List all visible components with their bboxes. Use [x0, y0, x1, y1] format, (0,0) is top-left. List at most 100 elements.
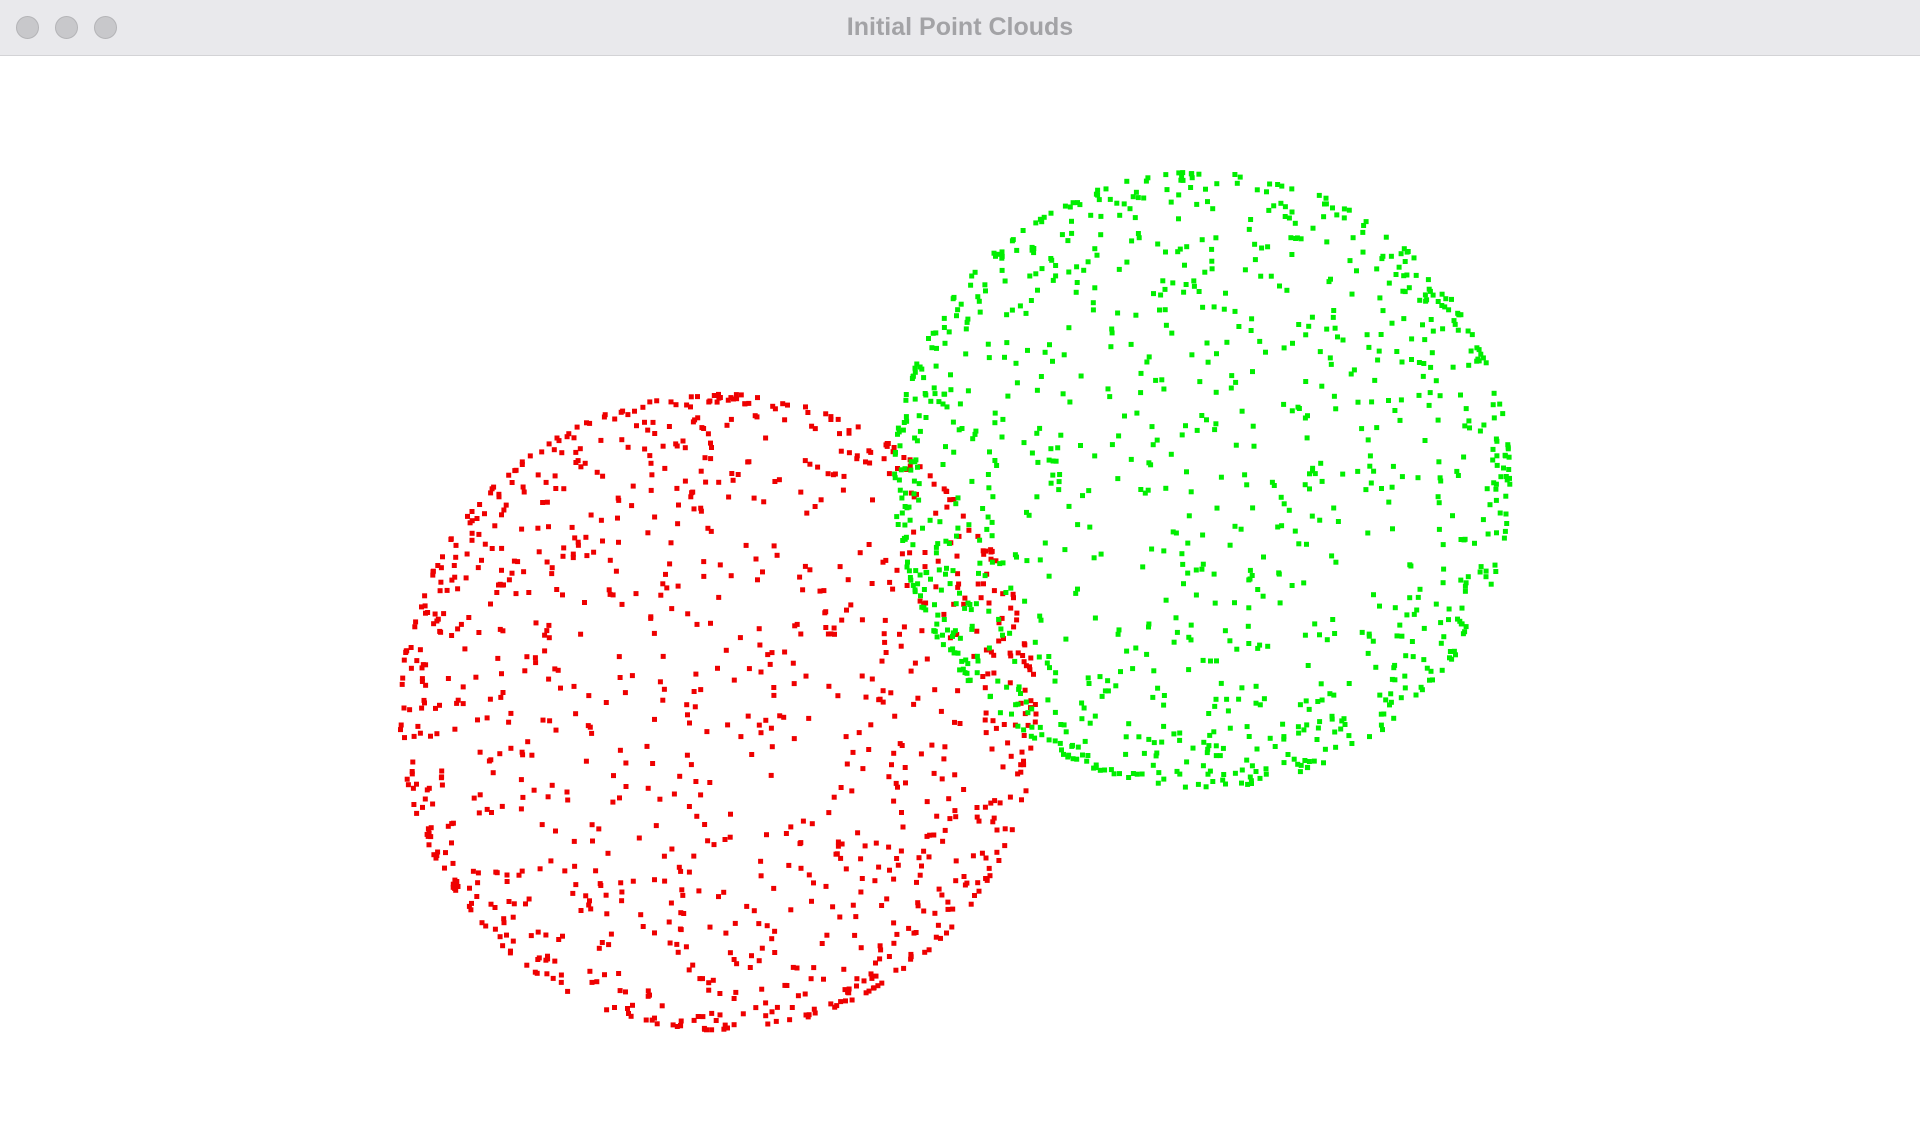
source-cloud-point — [908, 954, 914, 960]
target-cloud-point — [974, 670, 980, 676]
target-cloud-point — [1491, 480, 1497, 486]
source-cloud-point — [982, 717, 988, 723]
source-cloud-point — [648, 614, 654, 620]
source-cloud-point — [771, 692, 777, 698]
source-cloud-point — [688, 404, 693, 410]
target-cloud-point — [1506, 467, 1512, 472]
target-cloud-point — [1436, 459, 1442, 465]
source-cloud-point — [731, 677, 737, 683]
target-cloud-point — [1159, 739, 1165, 745]
source-cloud-point — [770, 403, 776, 409]
source-cloud-point — [717, 562, 723, 568]
source-cloud-point — [746, 666, 752, 672]
target-cloud-point — [1158, 292, 1164, 298]
source-cloud-point — [465, 513, 470, 519]
source-cloud-point — [423, 662, 429, 668]
target-cloud-point — [1141, 750, 1147, 756]
source-cloud-point — [430, 572, 436, 578]
target-cloud-point — [1174, 768, 1180, 774]
source-cloud-point — [897, 741, 903, 747]
source-cloud-point — [859, 617, 865, 623]
source-cloud-point — [546, 441, 552, 447]
zoom-button[interactable] — [94, 16, 117, 39]
title-bar[interactable]: Initial Point Clouds — [0, 0, 1920, 56]
target-cloud-point — [963, 657, 969, 663]
source-cloud-point — [994, 849, 1000, 855]
source-cloud-point — [691, 1017, 697, 1023]
target-cloud-point — [1074, 264, 1080, 270]
target-cloud-point — [1150, 442, 1156, 448]
point-cloud-viewport[interactable] — [0, 56, 1920, 1136]
target-cloud-point — [1378, 332, 1384, 337]
source-cloud-point — [960, 513, 966, 519]
target-cloud-point — [1098, 551, 1104, 557]
target-cloud-point — [1389, 320, 1395, 326]
target-cloud-point — [1398, 251, 1404, 257]
point-cloud-canvas[interactable] — [0, 56, 1920, 1136]
source-cloud-point — [482, 541, 488, 547]
source-cloud-point — [623, 989, 628, 995]
target-cloud-point — [1419, 687, 1425, 693]
target-cloud-point — [1059, 232, 1065, 238]
target-cloud-point — [1003, 590, 1009, 595]
source-cloud-point — [570, 890, 576, 896]
source-cloud-point — [870, 497, 875, 503]
source-cloud-point — [691, 689, 697, 694]
close-button[interactable] — [16, 16, 39, 39]
source-cloud-point — [809, 423, 815, 429]
target-cloud-point — [1244, 757, 1250, 763]
source-cloud-point — [842, 987, 848, 993]
target-cloud-point — [951, 449, 957, 455]
target-cloud-point — [1085, 753, 1091, 758]
source-cloud-point — [768, 772, 774, 778]
target-cloud-point — [1218, 474, 1224, 480]
source-cloud-point — [494, 870, 500, 876]
target-cloud-point — [1497, 510, 1503, 516]
source-cloud-point — [1007, 650, 1013, 656]
target-cloud-point — [957, 635, 963, 641]
target-cloud-point — [1188, 622, 1194, 628]
source-cloud-point — [891, 798, 897, 804]
source-cloud-point — [769, 936, 775, 942]
target-cloud-point — [1203, 784, 1209, 790]
target-cloud-point — [1286, 507, 1292, 513]
source-cloud-point — [663, 571, 668, 577]
target-cloud-point — [1394, 633, 1400, 639]
target-cloud-point — [928, 576, 933, 582]
minimize-button[interactable] — [55, 16, 78, 39]
source-cloud-point — [536, 549, 542, 555]
target-cloud-point — [1218, 680, 1224, 686]
target-cloud-point — [1340, 471, 1346, 477]
source-cloud-point — [640, 404, 646, 410]
source-cloud-point — [825, 471, 831, 477]
source-cloud-point — [598, 437, 604, 443]
target-cloud-point — [1245, 781, 1251, 787]
target-cloud-point — [1420, 373, 1426, 379]
target-cloud-point — [1146, 621, 1152, 627]
source-cloud-point — [985, 671, 991, 677]
target-cloud-point — [1330, 205, 1335, 211]
target-cloud-point — [1232, 523, 1238, 529]
target-cloud-point — [1490, 402, 1496, 408]
target-cloud-point — [1257, 338, 1263, 344]
source-cloud-point — [475, 870, 481, 876]
target-cloud-point — [999, 249, 1005, 255]
target-cloud-point — [1298, 236, 1304, 242]
source-cloud-point — [727, 950, 733, 956]
source-cloud-point — [831, 625, 837, 631]
target-cloud-point — [1438, 640, 1444, 646]
source-cloud-point — [721, 1026, 727, 1032]
target-cloud-point — [1023, 310, 1029, 316]
target-cloud-point — [998, 626, 1004, 632]
source-cloud-point — [996, 638, 1002, 644]
target-cloud-point — [1146, 354, 1152, 360]
target-cloud-point — [1053, 273, 1059, 279]
target-cloud-point — [1205, 359, 1211, 365]
target-cloud-point — [1327, 355, 1333, 361]
target-cloud-point — [1124, 178, 1130, 184]
source-cloud-point — [947, 816, 953, 822]
source-cloud-point — [445, 676, 451, 681]
source-cloud-point — [953, 814, 959, 820]
target-cloud-point — [1388, 699, 1394, 705]
target-cloud-point — [1188, 171, 1194, 177]
